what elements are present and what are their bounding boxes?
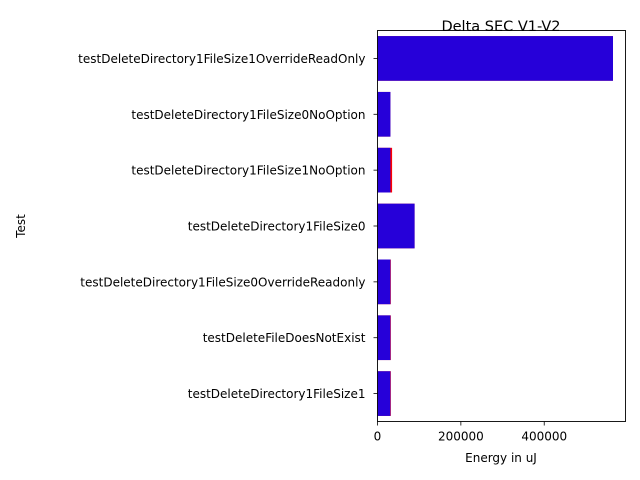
bar-series2-6 (377, 315, 391, 361)
y-tick-label: testDeleteDirectory1FileSize1 (188, 387, 366, 401)
x-axis-label: Energy in uJ (465, 451, 537, 465)
bar-series2-5 (377, 259, 391, 305)
x-axis-ticks: 0 200000 400000 (374, 421, 567, 444)
y-tick-label: testDeleteDirectory1FileSize0 (188, 220, 366, 234)
x-tick-label: 400000 (521, 430, 567, 444)
bar-series2-7 (377, 371, 391, 416)
y-axis-label: Test (14, 214, 28, 239)
chart-title: Delta SEC V1-V2 (441, 19, 560, 35)
x-tick-label: 200000 (438, 430, 484, 444)
y-tick-label: testDeleteDirectory1FileSize1OverrideRea… (78, 52, 365, 66)
bar-series2-2 (377, 91, 391, 137)
bar-series2-4 (377, 203, 415, 249)
y-tick-label: testDeleteDirectory1FileSize0NoOption (131, 108, 365, 122)
y-tick-label: testDeleteDirectory1FileSize0OverrideRea… (80, 275, 365, 289)
bar-series2-1 (377, 36, 613, 81)
bar-series2-3 (377, 147, 391, 193)
plot-frame (377, 30, 626, 422)
x-tick-label: 0 (374, 430, 382, 444)
bars-group (377, 36, 613, 416)
y-tick-label: testDeleteFileDoesNotExist (203, 331, 366, 345)
y-axis-ticks: testDeleteDirectory1FileSize1OverrideRea… (78, 52, 378, 401)
y-tick-label: testDeleteDirectory1FileSize1NoOption (131, 164, 365, 178)
